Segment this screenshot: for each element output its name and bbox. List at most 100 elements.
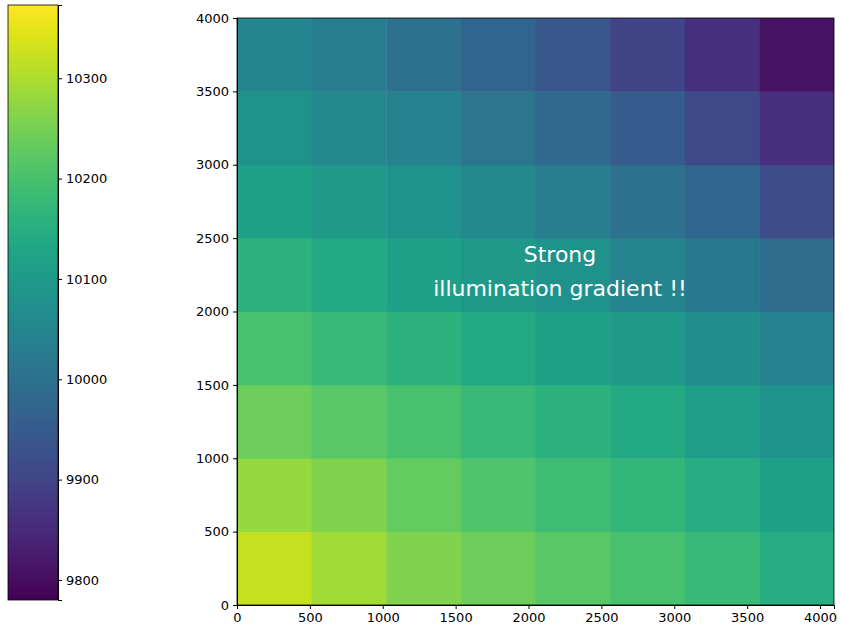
x-tick-label: 1000 <box>367 610 400 625</box>
colorbar-tick-mark <box>58 179 62 180</box>
x-tick-mark <box>747 605 748 609</box>
heatmap-cell <box>536 312 611 386</box>
x-axis: 05001000150020002500300035004000 <box>233 605 837 625</box>
y-tick-mark <box>233 458 237 459</box>
y-tick: 0 <box>221 598 237 613</box>
annotation-line: Strong <box>524 242 597 267</box>
x-tick: 2000 <box>512 605 545 625</box>
heatmap-cell <box>685 18 760 92</box>
heatmap-cell <box>386 165 461 239</box>
heatmap-cell <box>685 165 760 239</box>
x-tick: 4000 <box>804 605 837 625</box>
colorbar <box>8 5 58 600</box>
heatmap-cell <box>610 91 685 165</box>
y-tick-mark <box>233 165 237 166</box>
colorbar-axis-line <box>59 6 63 601</box>
heatmap-cells <box>237 18 834 605</box>
y-tick: 4000 <box>196 11 237 26</box>
heatmap-cell <box>685 458 760 532</box>
heatmap-cell <box>386 91 461 165</box>
heatmap-cell <box>237 18 312 92</box>
heatmap-cell <box>312 385 387 459</box>
x-tick-mark <box>310 605 311 609</box>
heatmap-cell <box>461 458 536 532</box>
heatmap-cell <box>759 385 834 459</box>
y-tick-mark <box>233 605 237 606</box>
heatmap-cell <box>312 532 387 605</box>
heatmap-cell <box>461 91 536 165</box>
heatmap-cell <box>610 532 685 605</box>
colorbar-tick-label: 10300 <box>66 71 107 86</box>
heatmap-cell <box>610 312 685 386</box>
heatmap-cell <box>461 385 536 459</box>
heatmap-cell <box>312 18 387 92</box>
y-tick: 3000 <box>196 157 237 172</box>
heatmap-cell <box>237 312 312 386</box>
x-tick: 3500 <box>731 605 764 625</box>
heatmap-cell <box>237 91 312 165</box>
heatmap-cell <box>461 312 536 386</box>
heatmap-cell <box>536 91 611 165</box>
colorbar-tick-label: 10100 <box>66 272 107 287</box>
plot-frame <box>237 18 834 605</box>
heatmap-cell <box>610 458 685 532</box>
annotation-line: illumination gradient !! <box>433 276 687 301</box>
heatmap-cell <box>610 18 685 92</box>
x-tick-mark <box>383 605 384 609</box>
heatmap-cell <box>536 532 611 605</box>
x-tick-mark <box>601 605 602 609</box>
y-tick-mark <box>233 18 237 19</box>
x-tick-label: 0 <box>233 610 241 625</box>
y-tick-label: 4000 <box>196 11 229 26</box>
heatmap-cell <box>237 238 312 312</box>
colorbar-tick-label: 9900 <box>66 472 99 487</box>
heatmap-cell <box>237 458 312 532</box>
y-tick-label: 500 <box>204 524 229 539</box>
x-tick: 1000 <box>367 605 400 625</box>
heatmap-cell <box>312 91 387 165</box>
heatmap-cell <box>759 532 834 605</box>
x-tick-label: 2000 <box>512 610 545 625</box>
x-tick: 500 <box>298 605 323 625</box>
heatmap-cell <box>237 165 312 239</box>
colorbar-tick-mark <box>58 279 62 280</box>
heatmap-cell <box>312 312 387 386</box>
colorbar-tick-label: 10000 <box>66 372 107 387</box>
heatmap-cell <box>759 238 834 312</box>
heatmap-cell <box>536 458 611 532</box>
colorbar-tick: 10300 <box>58 71 107 86</box>
heatmap-cell <box>536 385 611 459</box>
colorbar-tick-mark <box>58 78 62 79</box>
x-tick-mark <box>456 605 457 609</box>
x-tick: 0 <box>233 605 241 625</box>
heatmap-cell <box>685 532 760 605</box>
colorbar-tick-mark <box>58 580 62 581</box>
heatmap-cell <box>386 532 461 605</box>
x-axis-line <box>238 606 835 610</box>
y-tick: 2500 <box>196 231 237 246</box>
heatmap-cell <box>685 91 760 165</box>
colorbar-tick: 10100 <box>58 272 107 287</box>
heatmap-cell <box>759 312 834 386</box>
x-tick: 3000 <box>658 605 691 625</box>
y-tick-mark <box>233 312 237 313</box>
heatmap-cell <box>461 18 536 92</box>
colorbar-tick-label: 10200 <box>66 171 107 186</box>
x-tick: 1500 <box>440 605 473 625</box>
y-tick-label: 1000 <box>196 451 229 466</box>
heatmap-cell <box>312 165 387 239</box>
y-tick: 1000 <box>196 451 237 466</box>
heatmap-cell <box>386 458 461 532</box>
heatmap-cell <box>685 385 760 459</box>
x-tick-label: 4000 <box>804 610 837 625</box>
colorbar-tick: 9900 <box>58 472 99 487</box>
x-tick-label: 3000 <box>658 610 691 625</box>
y-tick: 1500 <box>196 378 237 393</box>
y-tick-label: 2500 <box>196 231 229 246</box>
heatmap-cell <box>386 18 461 92</box>
annotation: Strong illumination gradient !! <box>433 242 687 301</box>
heatmap-cell <box>536 165 611 239</box>
colorbar-axis: 9800990010000101001020010300 <box>58 6 107 601</box>
y-tick-label: 3500 <box>196 84 229 99</box>
y-axis-line <box>233 19 238 606</box>
